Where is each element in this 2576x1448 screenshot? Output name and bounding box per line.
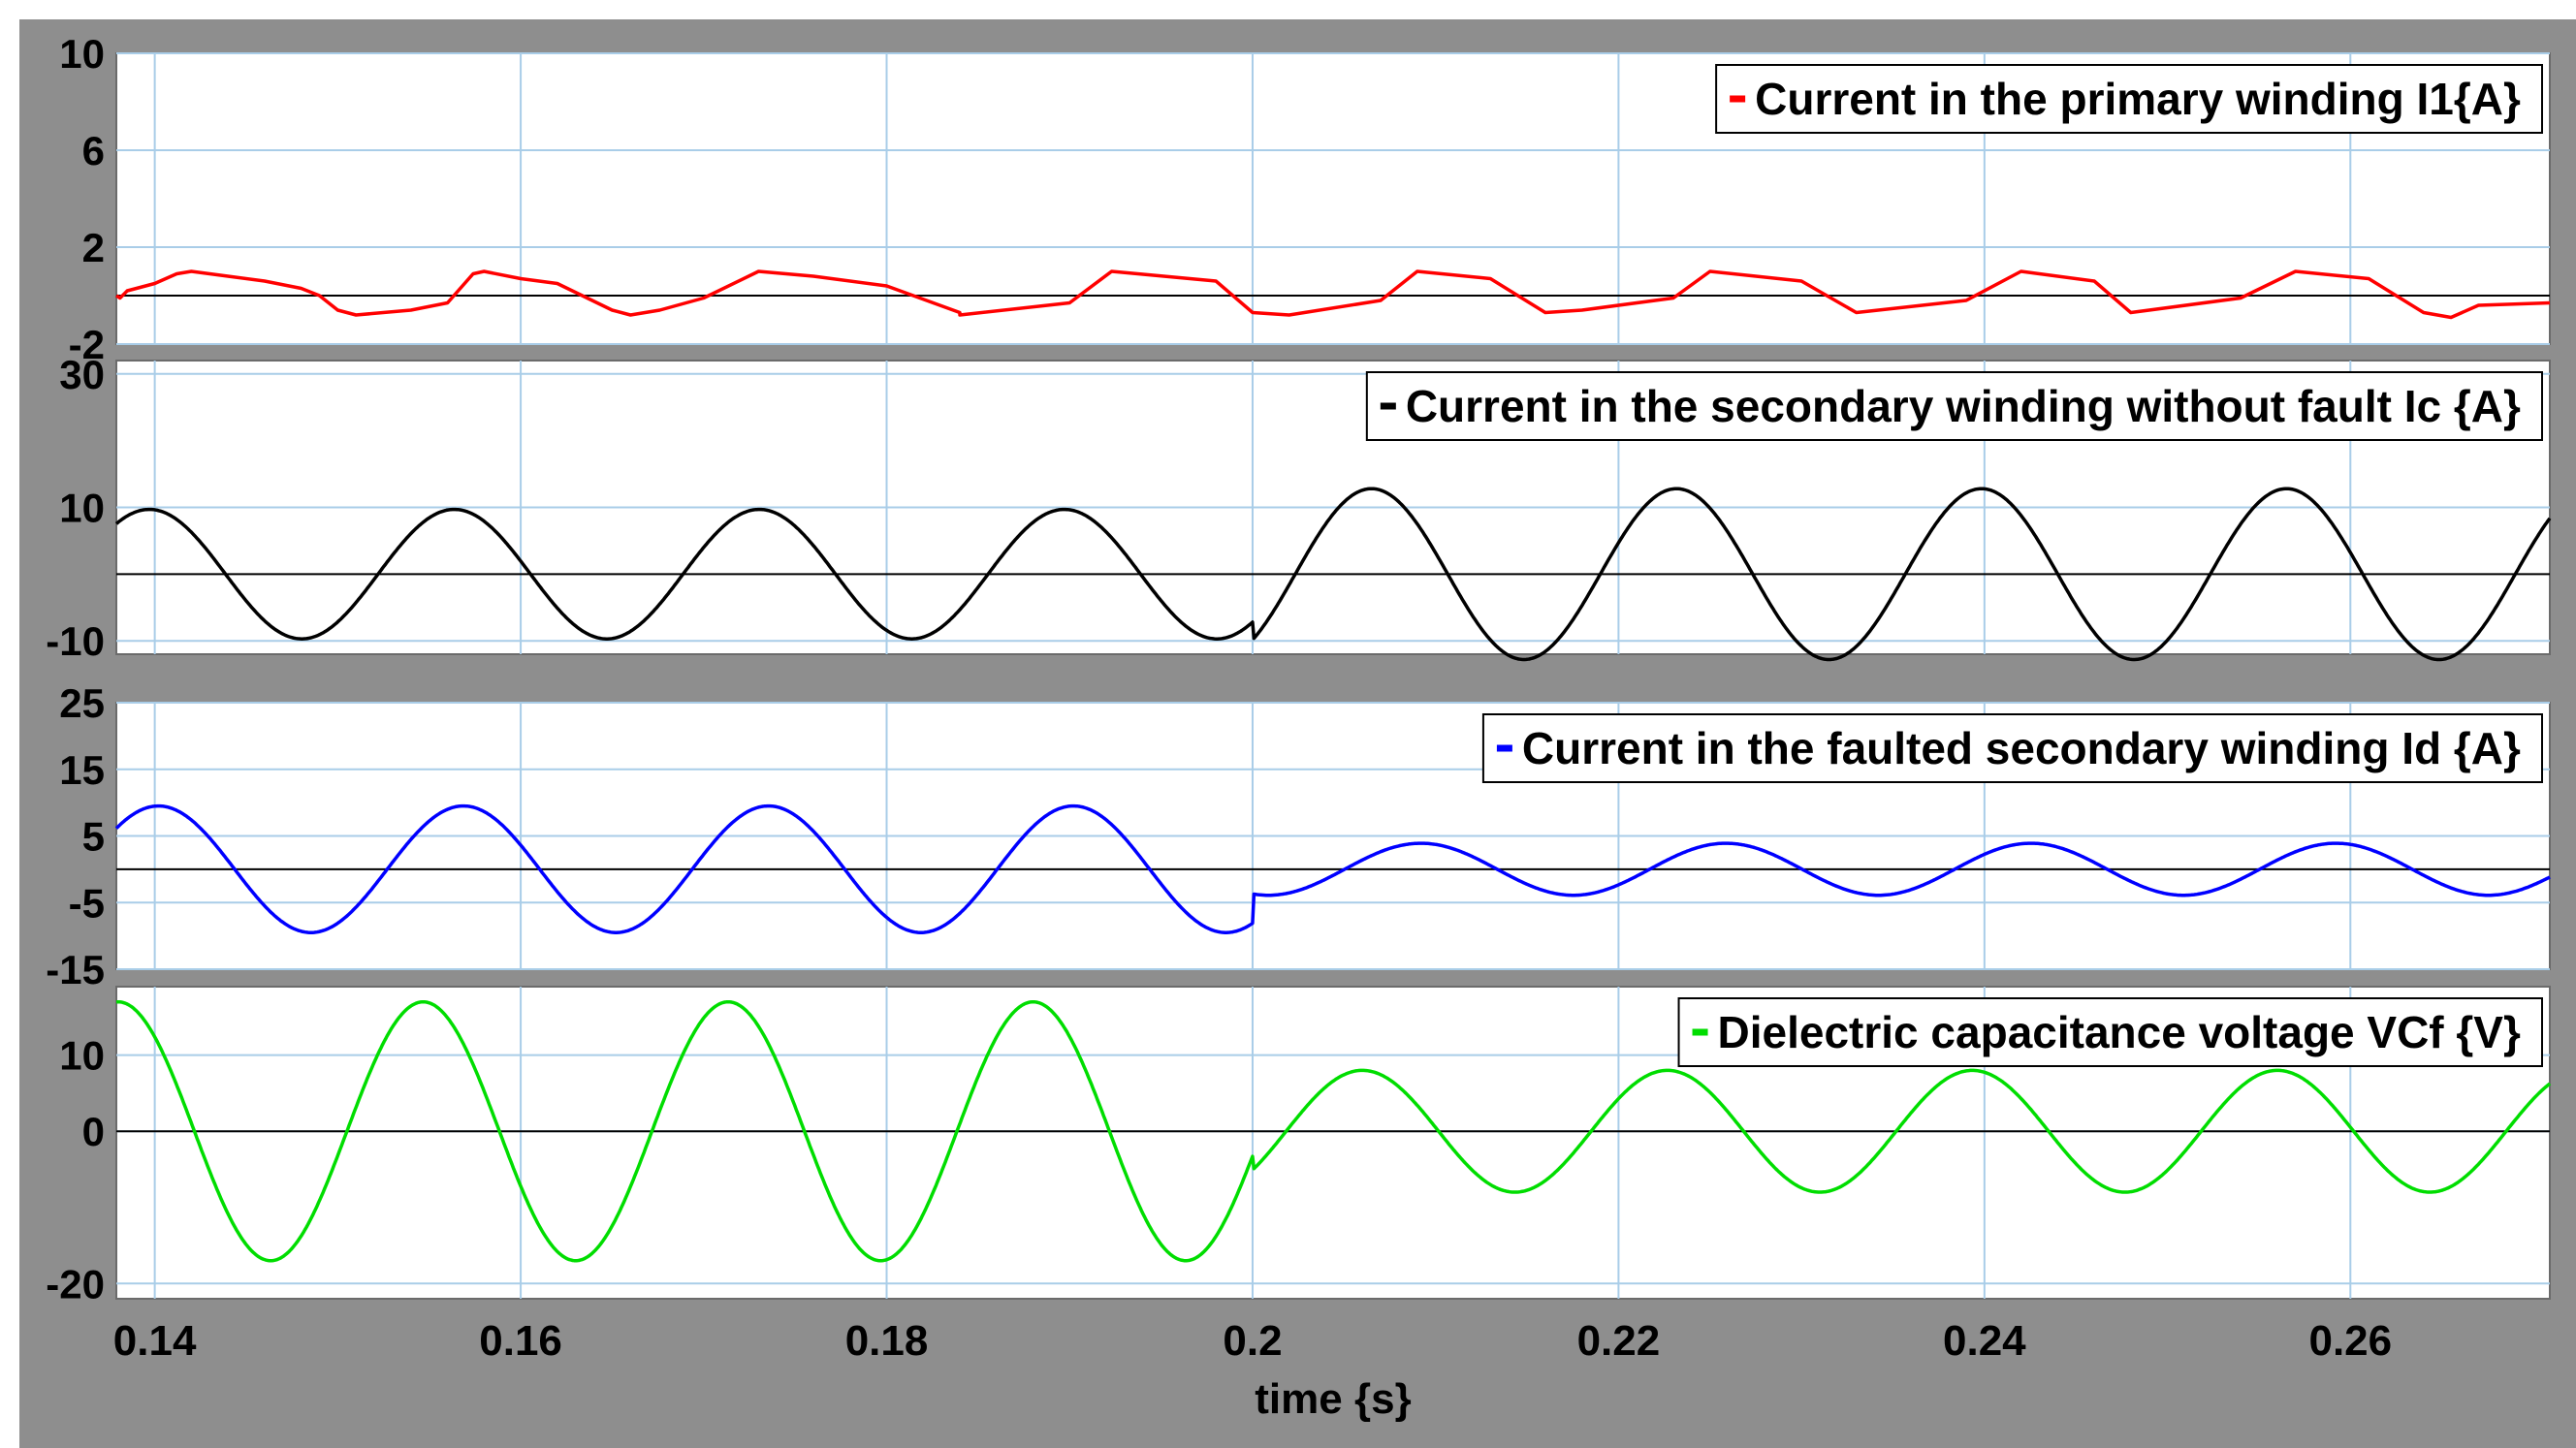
y-tick-label: 10 — [59, 486, 105, 531]
y-tick-label: -2 — [69, 322, 105, 367]
legend-box — [1481, 713, 2543, 783]
x-tick-label: 0.26 — [2308, 1317, 2392, 1365]
y-tick-label: 10 — [59, 1033, 105, 1079]
y-tick-label: 30 — [59, 352, 105, 397]
y-tick-label: 25 — [59, 680, 105, 726]
y-tick-label: -20 — [46, 1261, 105, 1306]
legend-2: Current in the secondary winding without… — [1365, 371, 2543, 441]
x-tick-label: 0.22 — [1577, 1317, 1661, 1365]
legend-label: Current in the faulted secondary winding… — [1522, 723, 2521, 773]
y-tick-label: 0 — [82, 1109, 105, 1154]
y-tick-label: -15 — [46, 947, 105, 992]
legend-1: Current in the primary winding I1{A} — [1715, 64, 2543, 134]
series-line-3 — [114, 803, 2551, 934]
x-tick-label: 0.2 — [1223, 1317, 1282, 1365]
legend-label: Current in the secondary winding without… — [1406, 381, 2521, 431]
x-tick-label: 0.14 — [113, 1317, 197, 1365]
series-line-4 — [115, 999, 2552, 1263]
y-tick-label: 2 — [82, 225, 105, 270]
legend-label: Dielectric capacitance voltage VCf {V} — [1718, 1007, 2521, 1057]
x-tick-label: 0.18 — [845, 1317, 929, 1365]
panel-1: -2 2 6 10 Current in the primary winding I1{… — [59, 31, 2551, 367]
y-tick-label: 6 — [82, 128, 105, 173]
panel-3: -15 -5 5 15 25 Current in the faulted seconda… — [46, 680, 2551, 992]
x-tick-label: 0.16 — [479, 1317, 562, 1365]
series-line-2 — [114, 487, 2552, 662]
legend-4: Dielectric capacitance voltage VCf {V} — [1677, 997, 2543, 1067]
y-tick-label: 10 — [59, 31, 105, 77]
y-tick-label: -5 — [69, 880, 105, 926]
panel-4: -20 0 10 Dielectric capacitance voltage VCf… — [46, 986, 2552, 1306]
y-tick-label: -10 — [46, 618, 105, 664]
legend-box — [1677, 997, 2543, 1067]
y-tick-label: 15 — [59, 747, 105, 793]
panel-2: -10 10 30 Current in the secondary winding … — [46, 352, 2552, 664]
legend-3: Current in the faulted secondary winding… — [1481, 713, 2543, 783]
x-tick-label: 0.24 — [1943, 1317, 2026, 1365]
x-axis: 0.14 0.16 0.18 0.2 0.22 0.24 0.26 time {s} — [113, 1317, 2392, 1423]
y-tick-label: 5 — [82, 814, 105, 860]
series-line-1 — [115, 269, 2551, 320]
legend-box — [1365, 371, 2543, 441]
legend-label: Current in the primary winding I1{A} — [1755, 74, 2521, 124]
legend-box — [1715, 64, 2543, 134]
x-axis-label: time {s} — [1255, 1375, 1411, 1423]
